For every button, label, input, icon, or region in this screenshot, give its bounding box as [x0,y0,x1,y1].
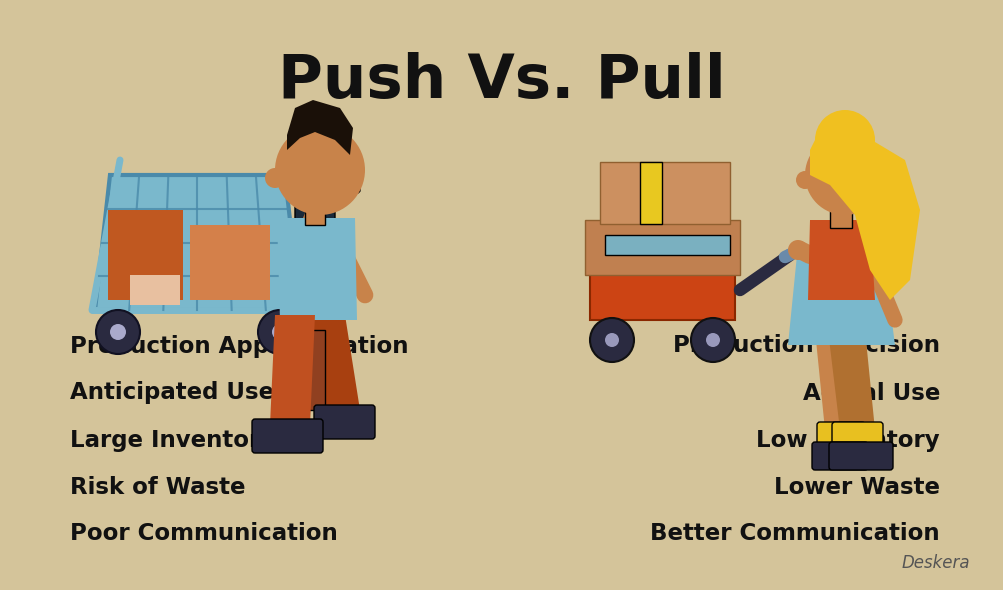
Text: Anticipated Use: Anticipated Use [70,382,274,405]
Polygon shape [277,218,357,320]
FancyBboxPatch shape [108,210,183,300]
Text: Deskera: Deskera [901,554,969,572]
FancyBboxPatch shape [829,200,852,228]
Text: Production Precision: Production Precision [672,335,939,358]
Polygon shape [814,330,860,430]
Circle shape [275,125,365,215]
FancyBboxPatch shape [811,442,868,470]
FancyBboxPatch shape [252,419,323,453]
Polygon shape [827,330,875,430]
FancyBboxPatch shape [305,330,325,410]
FancyBboxPatch shape [831,422,882,463]
Circle shape [110,324,125,340]
Text: Poor Communication: Poor Communication [70,523,337,546]
Text: Large Inventory: Large Inventory [70,428,275,451]
Polygon shape [95,175,300,310]
FancyBboxPatch shape [816,422,865,463]
Circle shape [605,333,619,347]
Text: Lower Waste: Lower Waste [773,476,939,499]
FancyBboxPatch shape [605,235,729,255]
Circle shape [258,310,302,354]
Circle shape [590,318,633,362]
Text: Production Approximation: Production Approximation [70,335,408,358]
Circle shape [804,135,884,215]
FancyBboxPatch shape [129,275,180,305]
Circle shape [315,160,335,180]
Polygon shape [270,315,315,425]
Polygon shape [310,315,360,410]
Polygon shape [287,100,353,155]
Circle shape [265,168,285,188]
Text: Better Communication: Better Communication [650,523,939,546]
FancyBboxPatch shape [190,225,270,300]
Circle shape [96,310,139,354]
Polygon shape [809,130,919,300]
FancyBboxPatch shape [305,200,325,225]
Circle shape [690,318,734,362]
Polygon shape [807,220,875,300]
FancyBboxPatch shape [585,220,739,275]
FancyBboxPatch shape [332,152,360,193]
Circle shape [814,110,875,170]
Circle shape [787,240,807,260]
Text: Risk of Waste: Risk of Waste [70,476,246,499]
Circle shape [705,333,719,347]
Circle shape [272,324,288,340]
FancyBboxPatch shape [314,405,375,439]
FancyBboxPatch shape [600,162,729,224]
FancyBboxPatch shape [295,195,335,305]
Circle shape [795,171,813,189]
Text: Actual Use: Actual Use [801,382,939,405]
FancyBboxPatch shape [590,270,734,320]
Polygon shape [787,245,894,345]
Text: Low Inventory: Low Inventory [755,428,939,451]
Text: Push Vs. Pull: Push Vs. Pull [278,52,725,111]
FancyBboxPatch shape [639,162,661,224]
FancyBboxPatch shape [828,442,892,470]
